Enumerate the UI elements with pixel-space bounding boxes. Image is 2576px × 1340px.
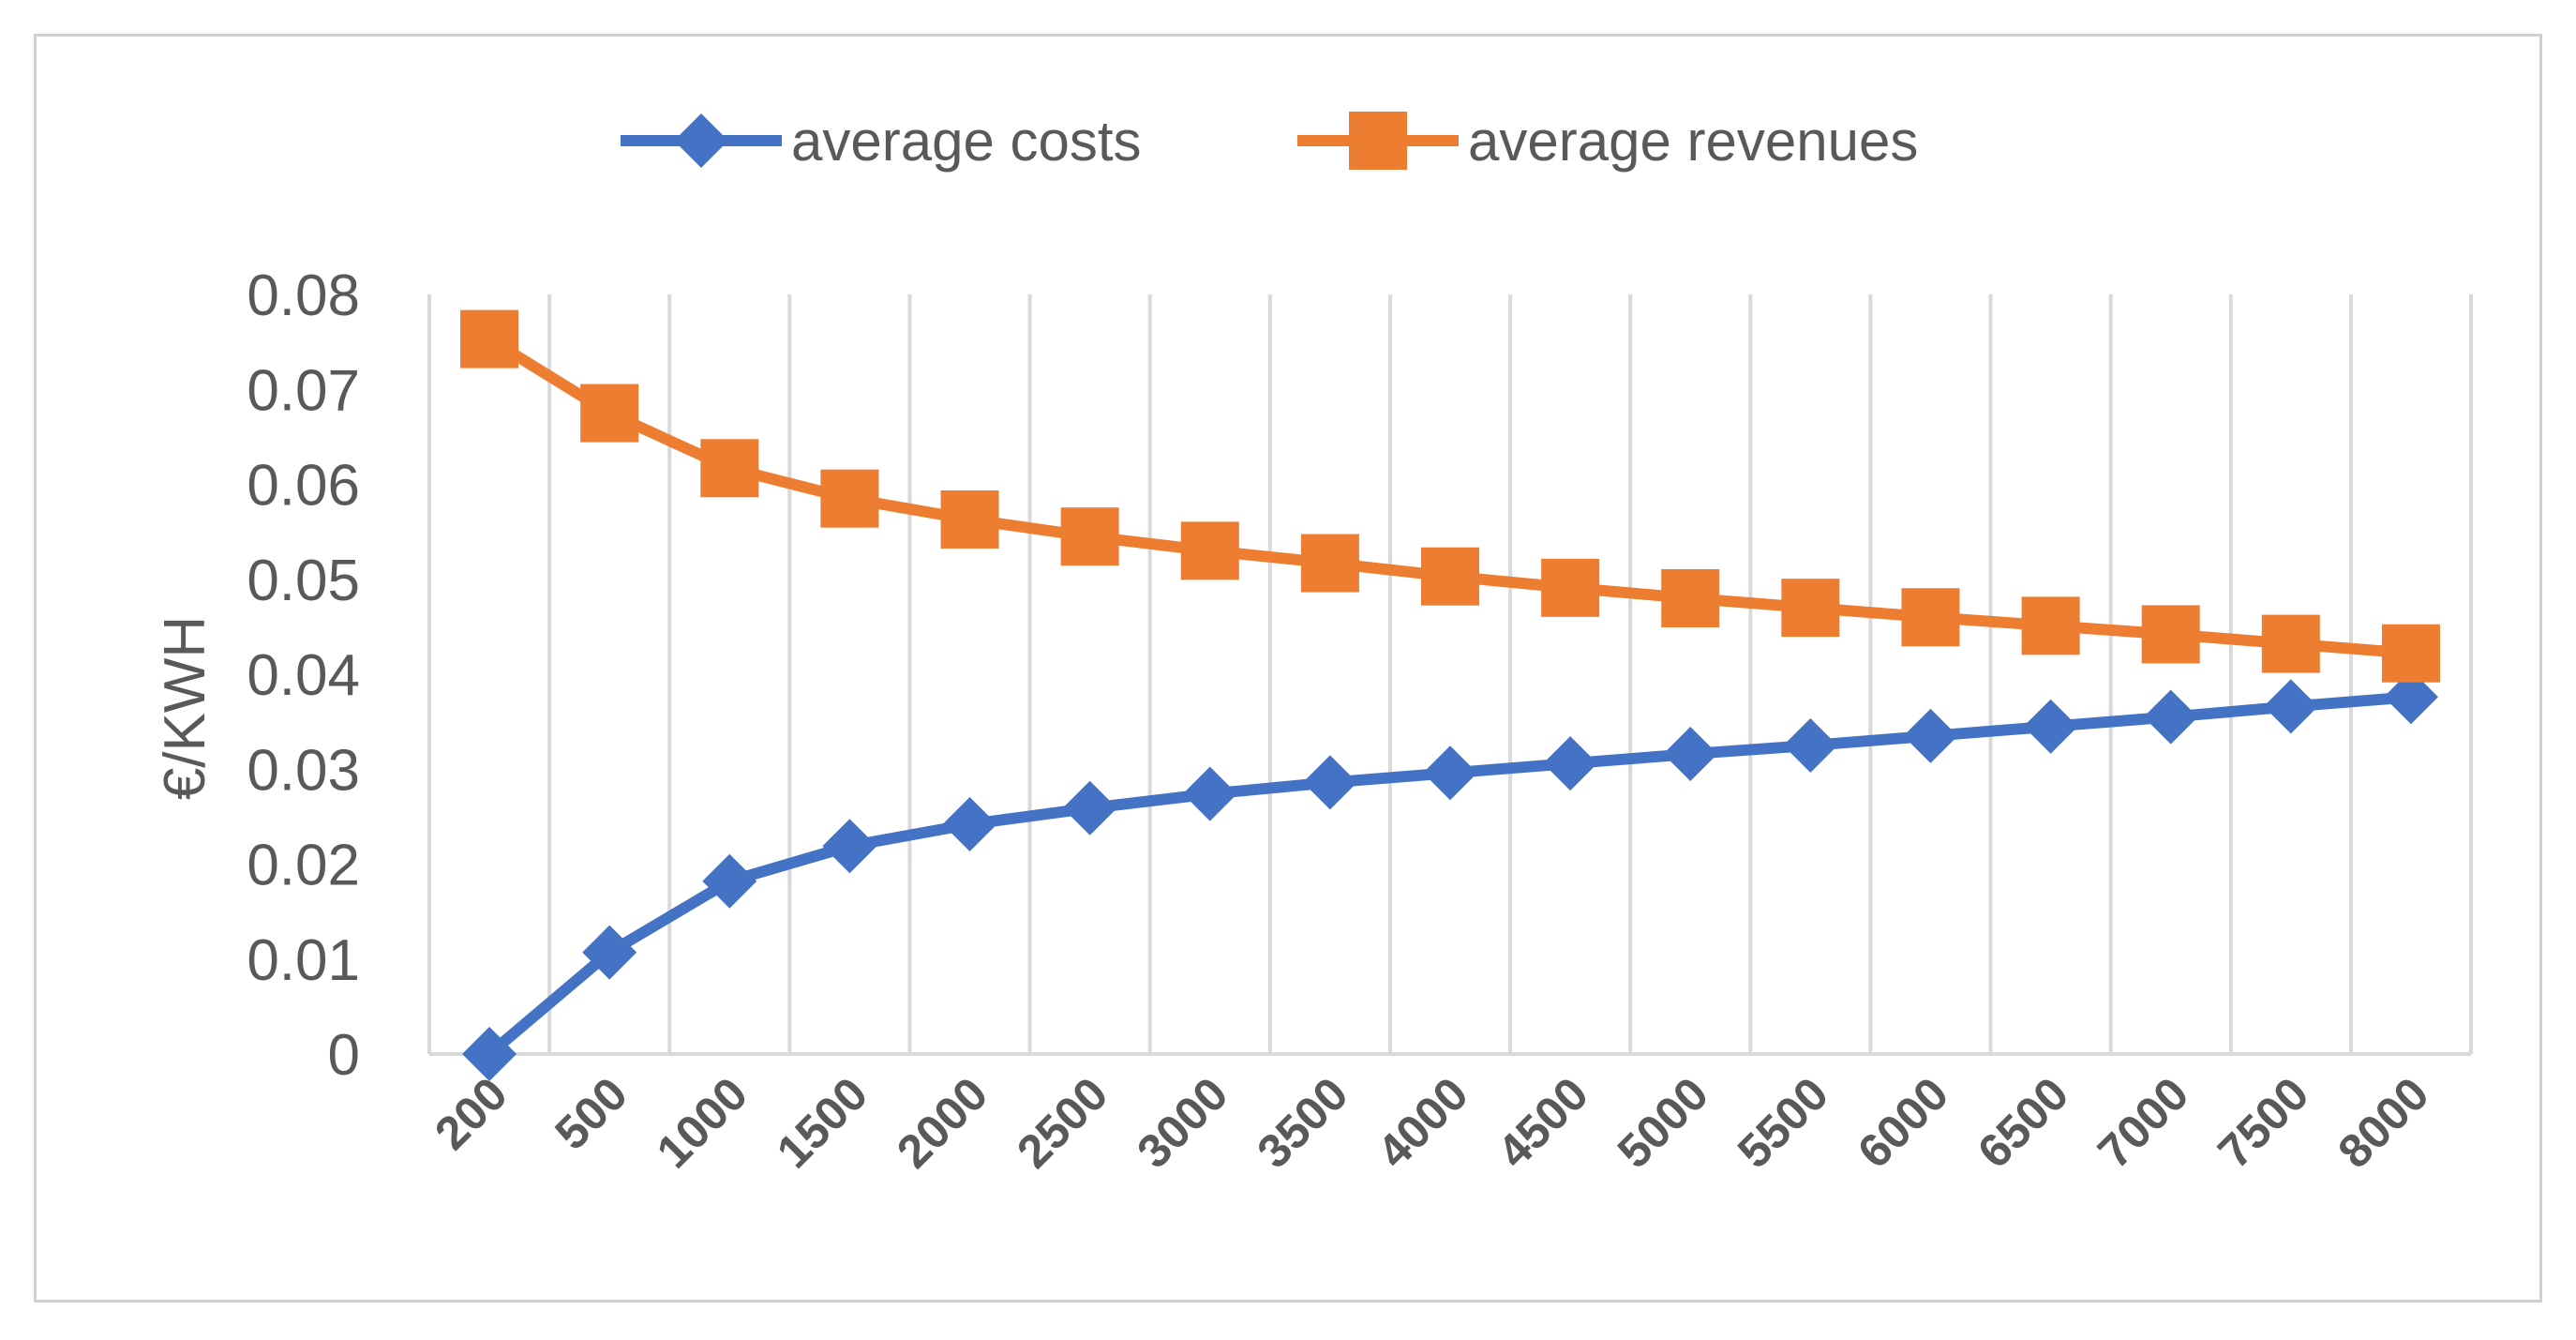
data-point <box>1661 569 1720 627</box>
y-tick-label: 0.08 <box>247 263 360 328</box>
y-tick-label: 0.03 <box>247 738 360 803</box>
data-point <box>1423 745 1477 801</box>
data-point <box>460 309 519 369</box>
x-tick-label: 2000 <box>887 1067 997 1178</box>
legend-label: average revenues <box>1468 110 1918 173</box>
legend-entry: average revenues <box>1297 110 1918 173</box>
data-point <box>2021 596 2080 655</box>
legend-marker <box>674 113 728 168</box>
data-point <box>462 1027 517 1081</box>
data-point <box>1783 717 1838 773</box>
series-layer <box>460 309 2440 1081</box>
x-tick-label: 5000 <box>1608 1067 1718 1178</box>
x-tick-label: 3000 <box>1127 1067 1237 1178</box>
series-average-revenues <box>460 309 2440 683</box>
series-line <box>486 334 2412 659</box>
data-point <box>1663 727 1718 782</box>
x-tick-label: 6000 <box>1848 1067 1958 1178</box>
x-tick-label: 4000 <box>1368 1067 1478 1178</box>
data-point <box>582 925 637 980</box>
x-tick-label: 7000 <box>2088 1067 2198 1178</box>
data-point <box>1421 547 1479 606</box>
series-average-costs <box>462 670 2438 1081</box>
y-tick-label: 0.07 <box>247 358 360 423</box>
data-point <box>942 796 997 851</box>
data-point <box>2143 689 2198 745</box>
x-tick-label: 7500 <box>2208 1067 2318 1178</box>
data-point <box>822 819 877 874</box>
data-point <box>940 489 999 549</box>
data-point <box>2261 614 2320 673</box>
data-point <box>1062 780 1117 836</box>
legend-entry: average costs <box>621 110 1142 173</box>
data-point <box>1541 558 1600 617</box>
data-point <box>2023 699 2078 754</box>
x-tick-label: 200 <box>425 1067 517 1160</box>
x-tick-label: 8000 <box>2328 1067 2438 1178</box>
y-axis-title: €/KWH <box>153 616 217 800</box>
y-tick-label: 0.02 <box>247 834 360 898</box>
legend-label: average costs <box>791 110 1142 173</box>
x-tick-label: 2500 <box>1007 1067 1117 1178</box>
y-tick-label: 0.06 <box>247 454 360 519</box>
y-tick-label: 0.01 <box>247 928 360 993</box>
x-tick-label: 1500 <box>767 1067 877 1178</box>
data-point <box>1901 588 1960 647</box>
data-point <box>1182 766 1237 821</box>
data-point <box>580 384 639 443</box>
data-point <box>1543 736 1598 791</box>
x-tick-label: 5500 <box>1728 1067 1838 1178</box>
data-point <box>2383 670 2438 725</box>
data-point <box>1060 507 1119 566</box>
data-point <box>700 439 759 498</box>
data-point <box>1180 521 1239 580</box>
chart-frame <box>34 34 2542 1302</box>
data-point <box>702 853 757 909</box>
x-tick-label: 500 <box>545 1067 637 1160</box>
x-tick-label: 1000 <box>647 1067 757 1178</box>
data-point <box>1302 755 1357 810</box>
data-point <box>820 469 879 528</box>
y-tick-label: 0.04 <box>247 643 360 708</box>
x-tick-label: 4500 <box>1488 1067 1598 1178</box>
legend: average costs average revenues <box>621 110 1918 173</box>
x-tick-label: 6500 <box>1968 1067 2078 1178</box>
legend-marker <box>1349 112 1407 170</box>
data-point <box>2141 605 2200 664</box>
data-point <box>1781 579 1840 638</box>
y-tick-label: 0 <box>328 1023 360 1088</box>
gridlines <box>427 294 2473 1054</box>
data-point <box>2263 679 2318 734</box>
x-tick-label: 3500 <box>1247 1067 1357 1178</box>
y-tick-label: 0.05 <box>247 549 360 613</box>
data-point <box>1903 708 1958 763</box>
data-point <box>2381 624 2440 683</box>
data-point <box>1300 534 1359 593</box>
